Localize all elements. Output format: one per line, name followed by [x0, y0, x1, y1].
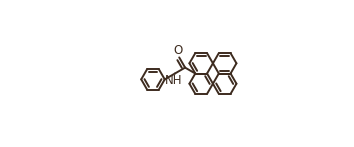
Text: O: O: [173, 44, 183, 57]
Text: NH: NH: [165, 74, 183, 87]
